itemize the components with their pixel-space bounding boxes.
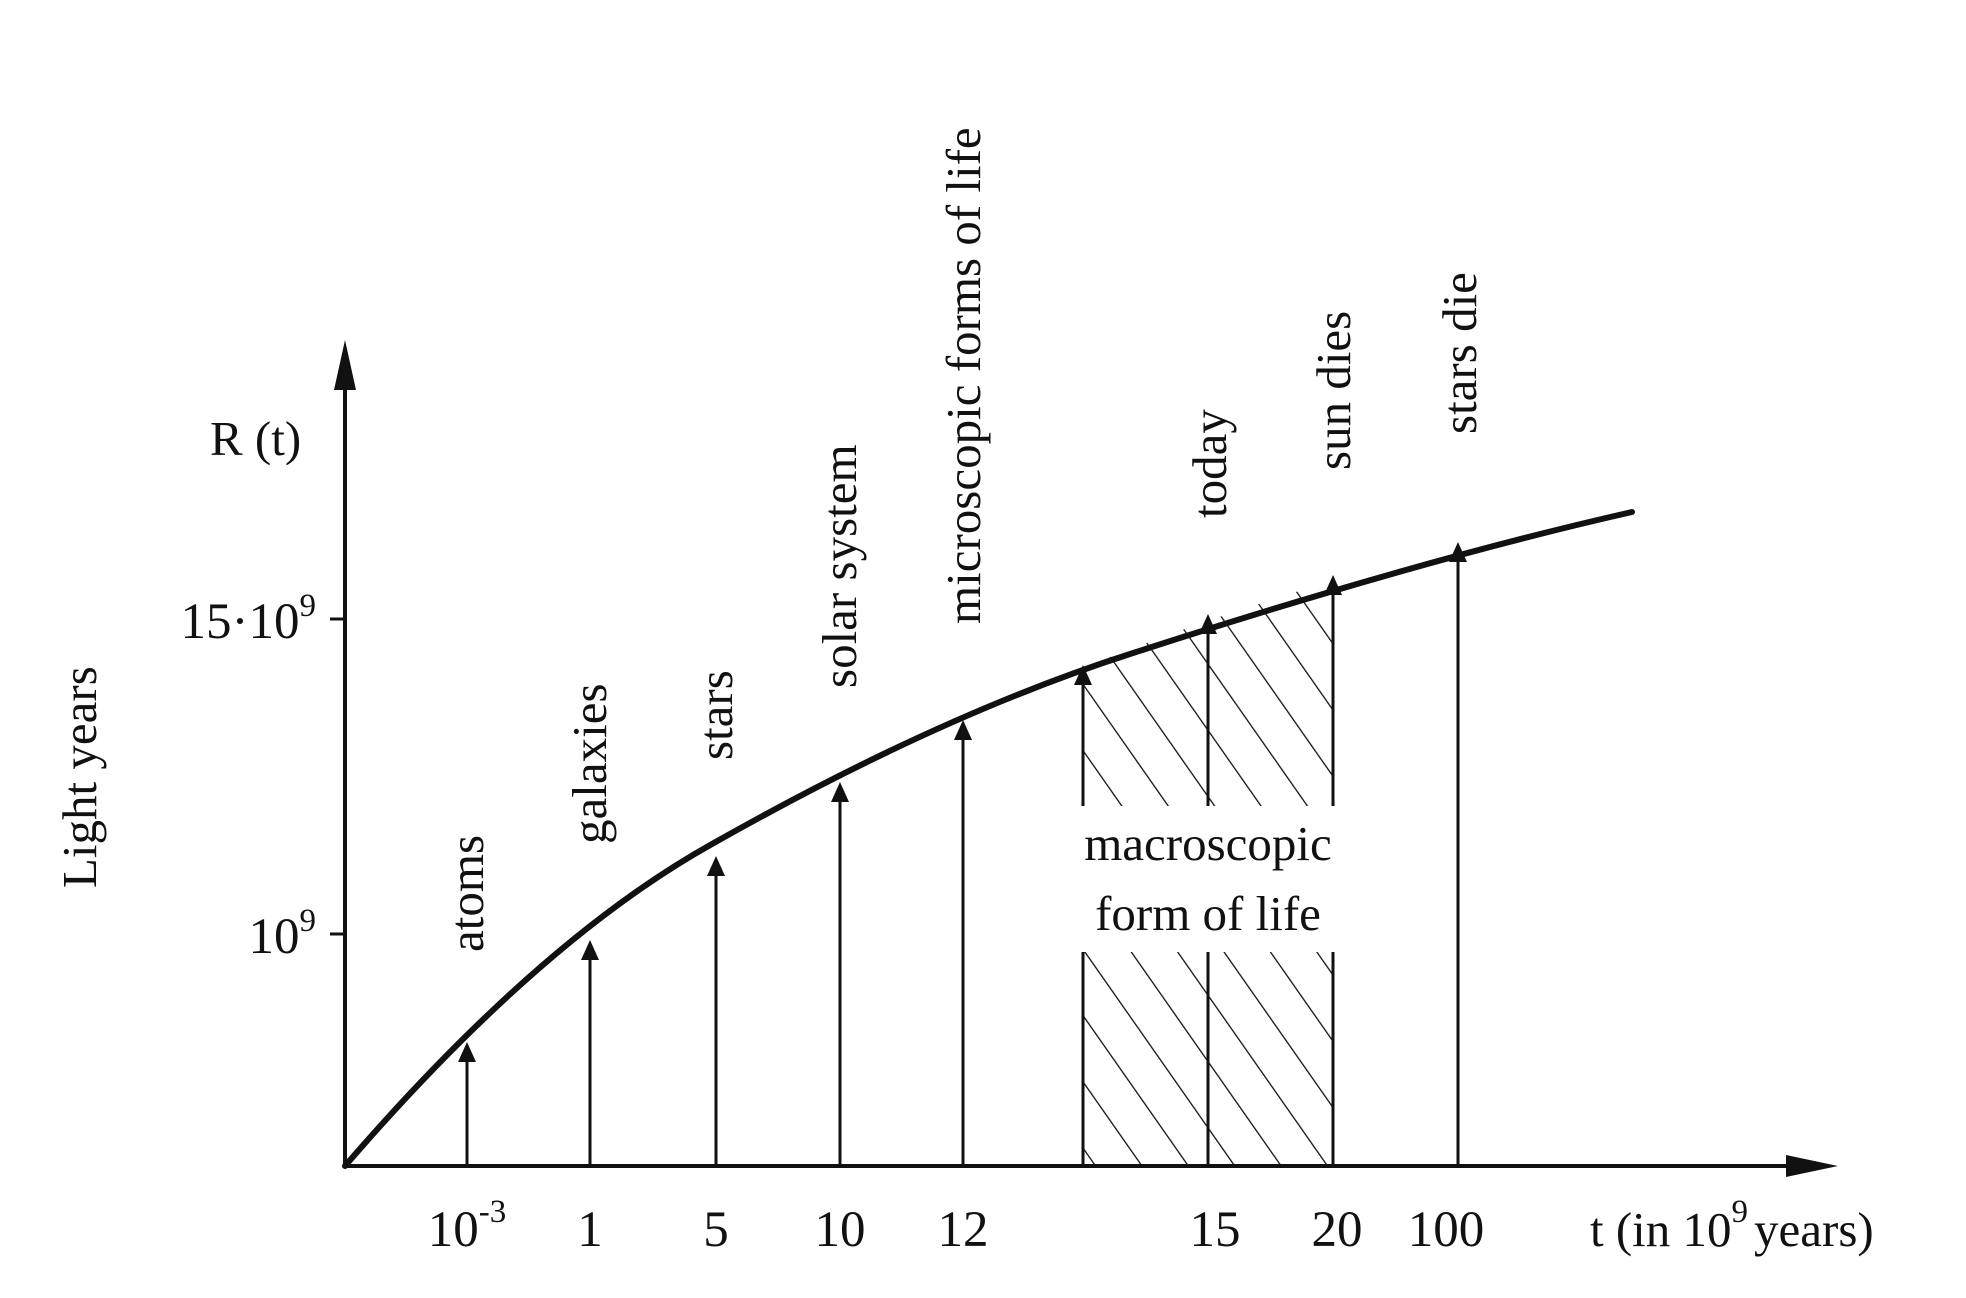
axes	[330, 340, 1838, 1177]
x-tick-label-15: 15	[1190, 1202, 1241, 1258]
x-tick-label-12: 12	[938, 1202, 989, 1258]
event-arrow-sun-dies	[1324, 575, 1342, 595]
x-tick-label-100: 100	[1408, 1202, 1485, 1258]
event-label-today: today	[1182, 409, 1237, 518]
event-arrow-microscopic-life	[954, 720, 972, 1166]
x-tick-labels: 10-3 1 5 10 12 15 20 100	[428, 1194, 1485, 1258]
macroscopic-label-line1: macroscopic	[1084, 816, 1332, 871]
expansion-curve	[342, 509, 1635, 1169]
event-arrows	[458, 542, 1467, 1166]
event-label-stars: stars	[688, 670, 743, 760]
event-label-stars-die: stars die	[1432, 272, 1487, 434]
event-arrow-solar-system	[831, 782, 849, 1166]
y-tick-label-15e9: 15·109	[181, 588, 316, 650]
y-tick-label-1e9: 109	[249, 903, 317, 965]
macroscopic-label-line2: form of life	[1095, 886, 1321, 941]
event-arrow-macroscopic-start	[1074, 665, 1092, 685]
y-axis-label: Light years	[52, 666, 107, 888]
event-label-solar-system: solar system	[812, 444, 867, 688]
x-axis-arrowhead	[1786, 1155, 1838, 1177]
event-arrow-stars	[707, 856, 725, 1166]
event-arrow-today	[1199, 614, 1217, 634]
event-arrow-stars-die	[1449, 542, 1467, 1166]
x-tick-label-10: 10	[815, 1202, 866, 1258]
x-tick-label-5: 5	[703, 1202, 729, 1258]
event-arrow-galaxies	[581, 940, 599, 1166]
event-label-atoms: atoms	[439, 835, 494, 952]
x-axis-label: t (in 109 years)	[1590, 1194, 1874, 1257]
x-tick-label-1: 1	[577, 1202, 603, 1258]
y-axis-arrowhead	[334, 340, 356, 390]
macroscopic-label-gap	[1070, 806, 1355, 952]
event-label-galaxies: galaxies	[562, 683, 617, 844]
y-axis-symbol: R (t)	[210, 411, 301, 466]
x-tick-label-20: 20	[1312, 1202, 1363, 1258]
event-labels: atoms galaxies stars solar system micros…	[439, 127, 1487, 952]
x-tick-label-1e-3: 10-3	[428, 1194, 507, 1258]
macroscopic-life-hatched-region	[1070, 580, 1355, 1166]
event-label-microscopic-life: microscopic forms of life	[936, 127, 991, 624]
event-arrow-atoms	[458, 1042, 476, 1166]
event-label-sun-dies: sun dies	[1306, 311, 1361, 470]
